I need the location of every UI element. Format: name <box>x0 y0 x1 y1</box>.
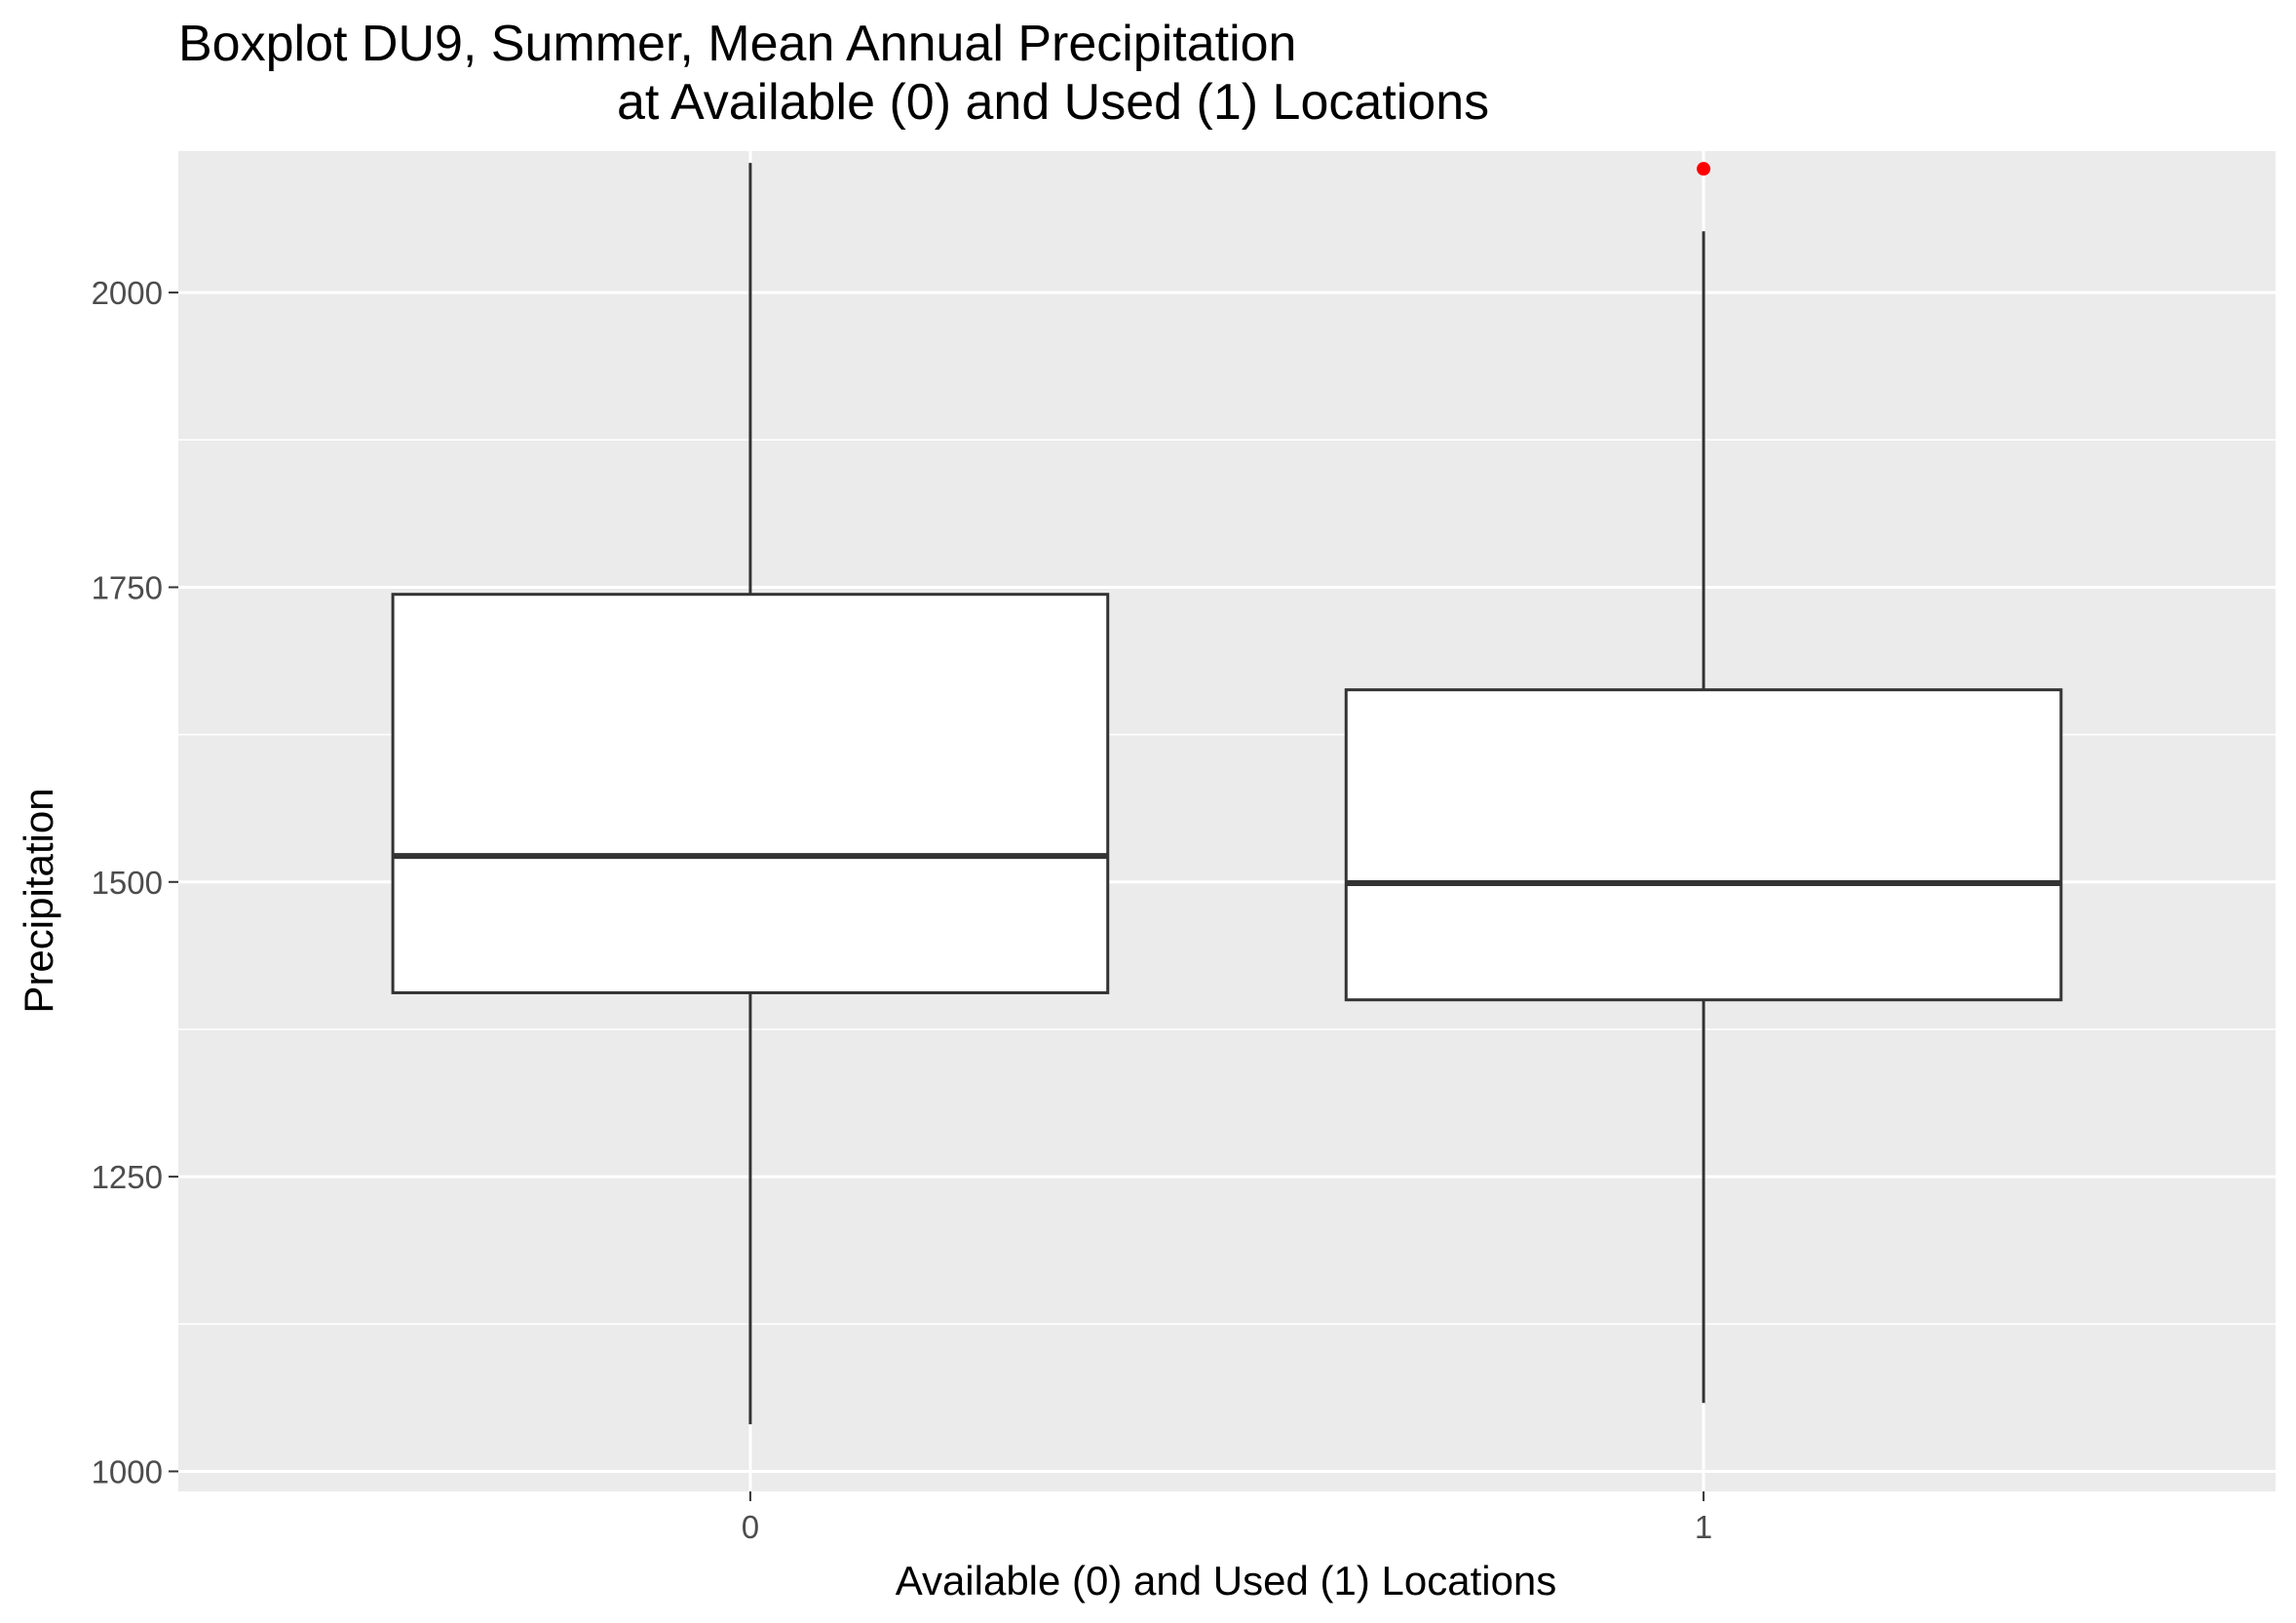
x-tick-label-0: 0 <box>742 1509 759 1545</box>
y-tick-label-4: 2000 <box>92 275 163 311</box>
x-tick-label-1: 1 <box>1695 1509 1712 1545</box>
y-axis-title: Precipitation <box>16 788 61 1013</box>
y-axis: 1000 1250 1500 1750 2000 <box>92 275 178 1489</box>
outlier-point-1-0 <box>1697 162 1711 176</box>
y-tick-label-0: 1000 <box>92 1453 163 1489</box>
x-axis-title: Available (0) and Used (1) Locations <box>896 1558 1557 1604</box>
y-tick-label-2: 1500 <box>92 865 163 901</box>
box-0 <box>391 593 1110 994</box>
boxes-layer <box>391 162 2063 1425</box>
box-1 <box>1344 688 2063 1002</box>
chart-title-line-2: at Available (0) and Used (1) Locations <box>617 74 1489 131</box>
y-tick-label-3: 1750 <box>92 569 163 605</box>
y-tick-label-1: 1250 <box>92 1159 163 1195</box>
chart-title-line-1: Boxplot DU9, Summer, Mean Annual Precipi… <box>178 16 1296 72</box>
